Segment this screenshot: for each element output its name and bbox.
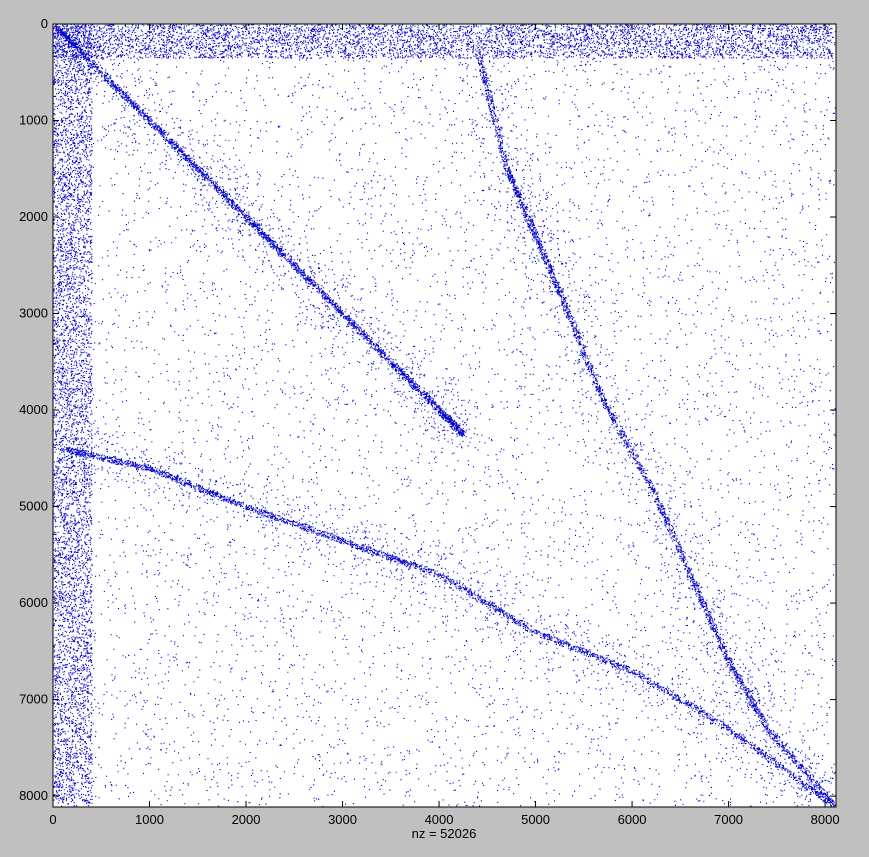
x-tick-label: 3000	[328, 812, 357, 827]
y-tick-label: 4000	[19, 402, 48, 417]
x-tick-label: 6000	[618, 812, 647, 827]
y-tick-label: 6000	[19, 595, 48, 610]
nonzero-markers	[53, 24, 836, 807]
x-tick-label: 2000	[232, 812, 261, 827]
band-markers-3	[53, 427, 835, 807]
x-tick-label: 8000	[811, 812, 840, 827]
y-tick-label: 5000	[19, 499, 48, 514]
y-axis: 0 1000 2000 3000 4000 5000 6000 7000 8000	[19, 16, 836, 803]
y-tick-label: 2000	[19, 209, 48, 224]
x-tick-label: 4000	[425, 812, 454, 827]
x-tick-label: 7000	[714, 812, 743, 827]
x-tick-label: 1000	[135, 812, 164, 827]
x-axis-label: nz = 52026	[412, 826, 477, 841]
x-tick-label: 5000	[521, 812, 550, 827]
plot-frame	[52, 23, 837, 808]
x-tick-label: 0	[49, 812, 56, 827]
y-tick-label: 1000	[19, 113, 48, 128]
y-tick-label: 7000	[19, 692, 48, 707]
band-markers-1	[53, 24, 486, 455]
y-tick-label: 3000	[19, 306, 48, 321]
y-tick-label: 8000	[19, 788, 48, 803]
x-axis: 0 1000 2000 3000 4000 5000 6000 7000 8000	[49, 24, 840, 827]
y-tick-label: 0	[41, 16, 48, 31]
